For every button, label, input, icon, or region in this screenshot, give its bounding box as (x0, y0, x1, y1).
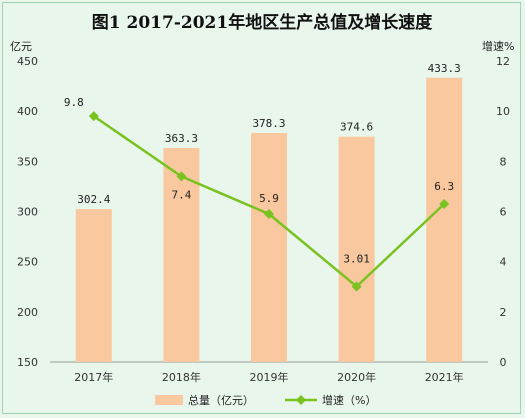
left-tick-label: 450 (17, 55, 38, 68)
growth-line-series (88, 111, 450, 292)
growth-point (439, 198, 450, 209)
legend-bar-label: 总量（亿元） (188, 393, 254, 407)
right-tick-label: 12 (496, 55, 510, 68)
legend-bar-swatch (155, 395, 183, 405)
bar-series (75, 77, 463, 362)
x-tick-label: 2017年 (74, 370, 113, 384)
bar (251, 132, 287, 362)
left-tick-label: 150 (17, 356, 38, 369)
legend-line-label: 增速（%） (322, 393, 376, 407)
growth-value-label: 6.3 (434, 180, 454, 193)
growth-value-label: 3.01 (343, 252, 370, 265)
bar-data-labels: 302.4 363.3 378.3 374.6 433.3 (77, 62, 461, 206)
chart-frame (2, 2, 521, 414)
growth-value-label: 7.4 (171, 188, 191, 201)
bar-value-label: 374.6 (340, 121, 373, 134)
growth-point (351, 281, 362, 292)
left-tick-label: 350 (17, 155, 38, 168)
line-data-labels: 9.8 7.4 5.9 3.01 6.3 (64, 96, 454, 265)
growth-value-label: 9.8 (64, 96, 84, 109)
right-tick-label: 6 (500, 206, 507, 219)
right-axis-ticks: 0 2 4 6 8 10 12 (496, 55, 510, 369)
growth-point (176, 171, 187, 182)
left-tick-label: 200 (17, 306, 38, 319)
right-tick-label: 10 (496, 105, 510, 118)
legend-line-marker (296, 395, 306, 405)
right-axis-unit: 增速% (482, 39, 514, 53)
bar (426, 77, 463, 362)
x-axis-ticks: 2017年 2018年 2019年 2020年 2021年 (74, 370, 463, 384)
x-tick-label: 2019年 (250, 370, 289, 384)
left-tick-label: 400 (17, 105, 38, 118)
growth-value-label: 5.9 (259, 192, 279, 205)
left-tick-label: 300 (17, 206, 38, 219)
bar-value-label: 363.3 (165, 132, 198, 145)
bar-value-label: 302.4 (77, 193, 110, 206)
chart-title: 图1 2017-2021年地区生产总值及增长速度 (92, 12, 433, 33)
left-axis-ticks: 150 200 250 300 350 400 450 (17, 55, 38, 369)
left-tick-label: 250 (17, 256, 38, 269)
bar-value-label: 433.3 (428, 62, 461, 75)
bar-value-label: 378.3 (252, 117, 285, 130)
x-tick-label: 2020年 (337, 370, 376, 384)
right-tick-label: 2 (500, 306, 507, 319)
x-tick-label: 2021年 (425, 370, 464, 384)
legend: 总量（亿元） 增速（%） (155, 393, 376, 407)
left-axis-unit: 亿元 (10, 40, 32, 53)
right-tick-label: 4 (500, 256, 507, 269)
bar (75, 209, 112, 362)
x-tick-label: 2018年 (162, 370, 201, 384)
right-tick-label: 8 (500, 155, 507, 168)
bar (338, 136, 375, 362)
right-tick-label: 0 (500, 356, 507, 369)
growth-point (88, 111, 99, 122)
growth-point (264, 209, 274, 220)
bar (163, 147, 200, 362)
